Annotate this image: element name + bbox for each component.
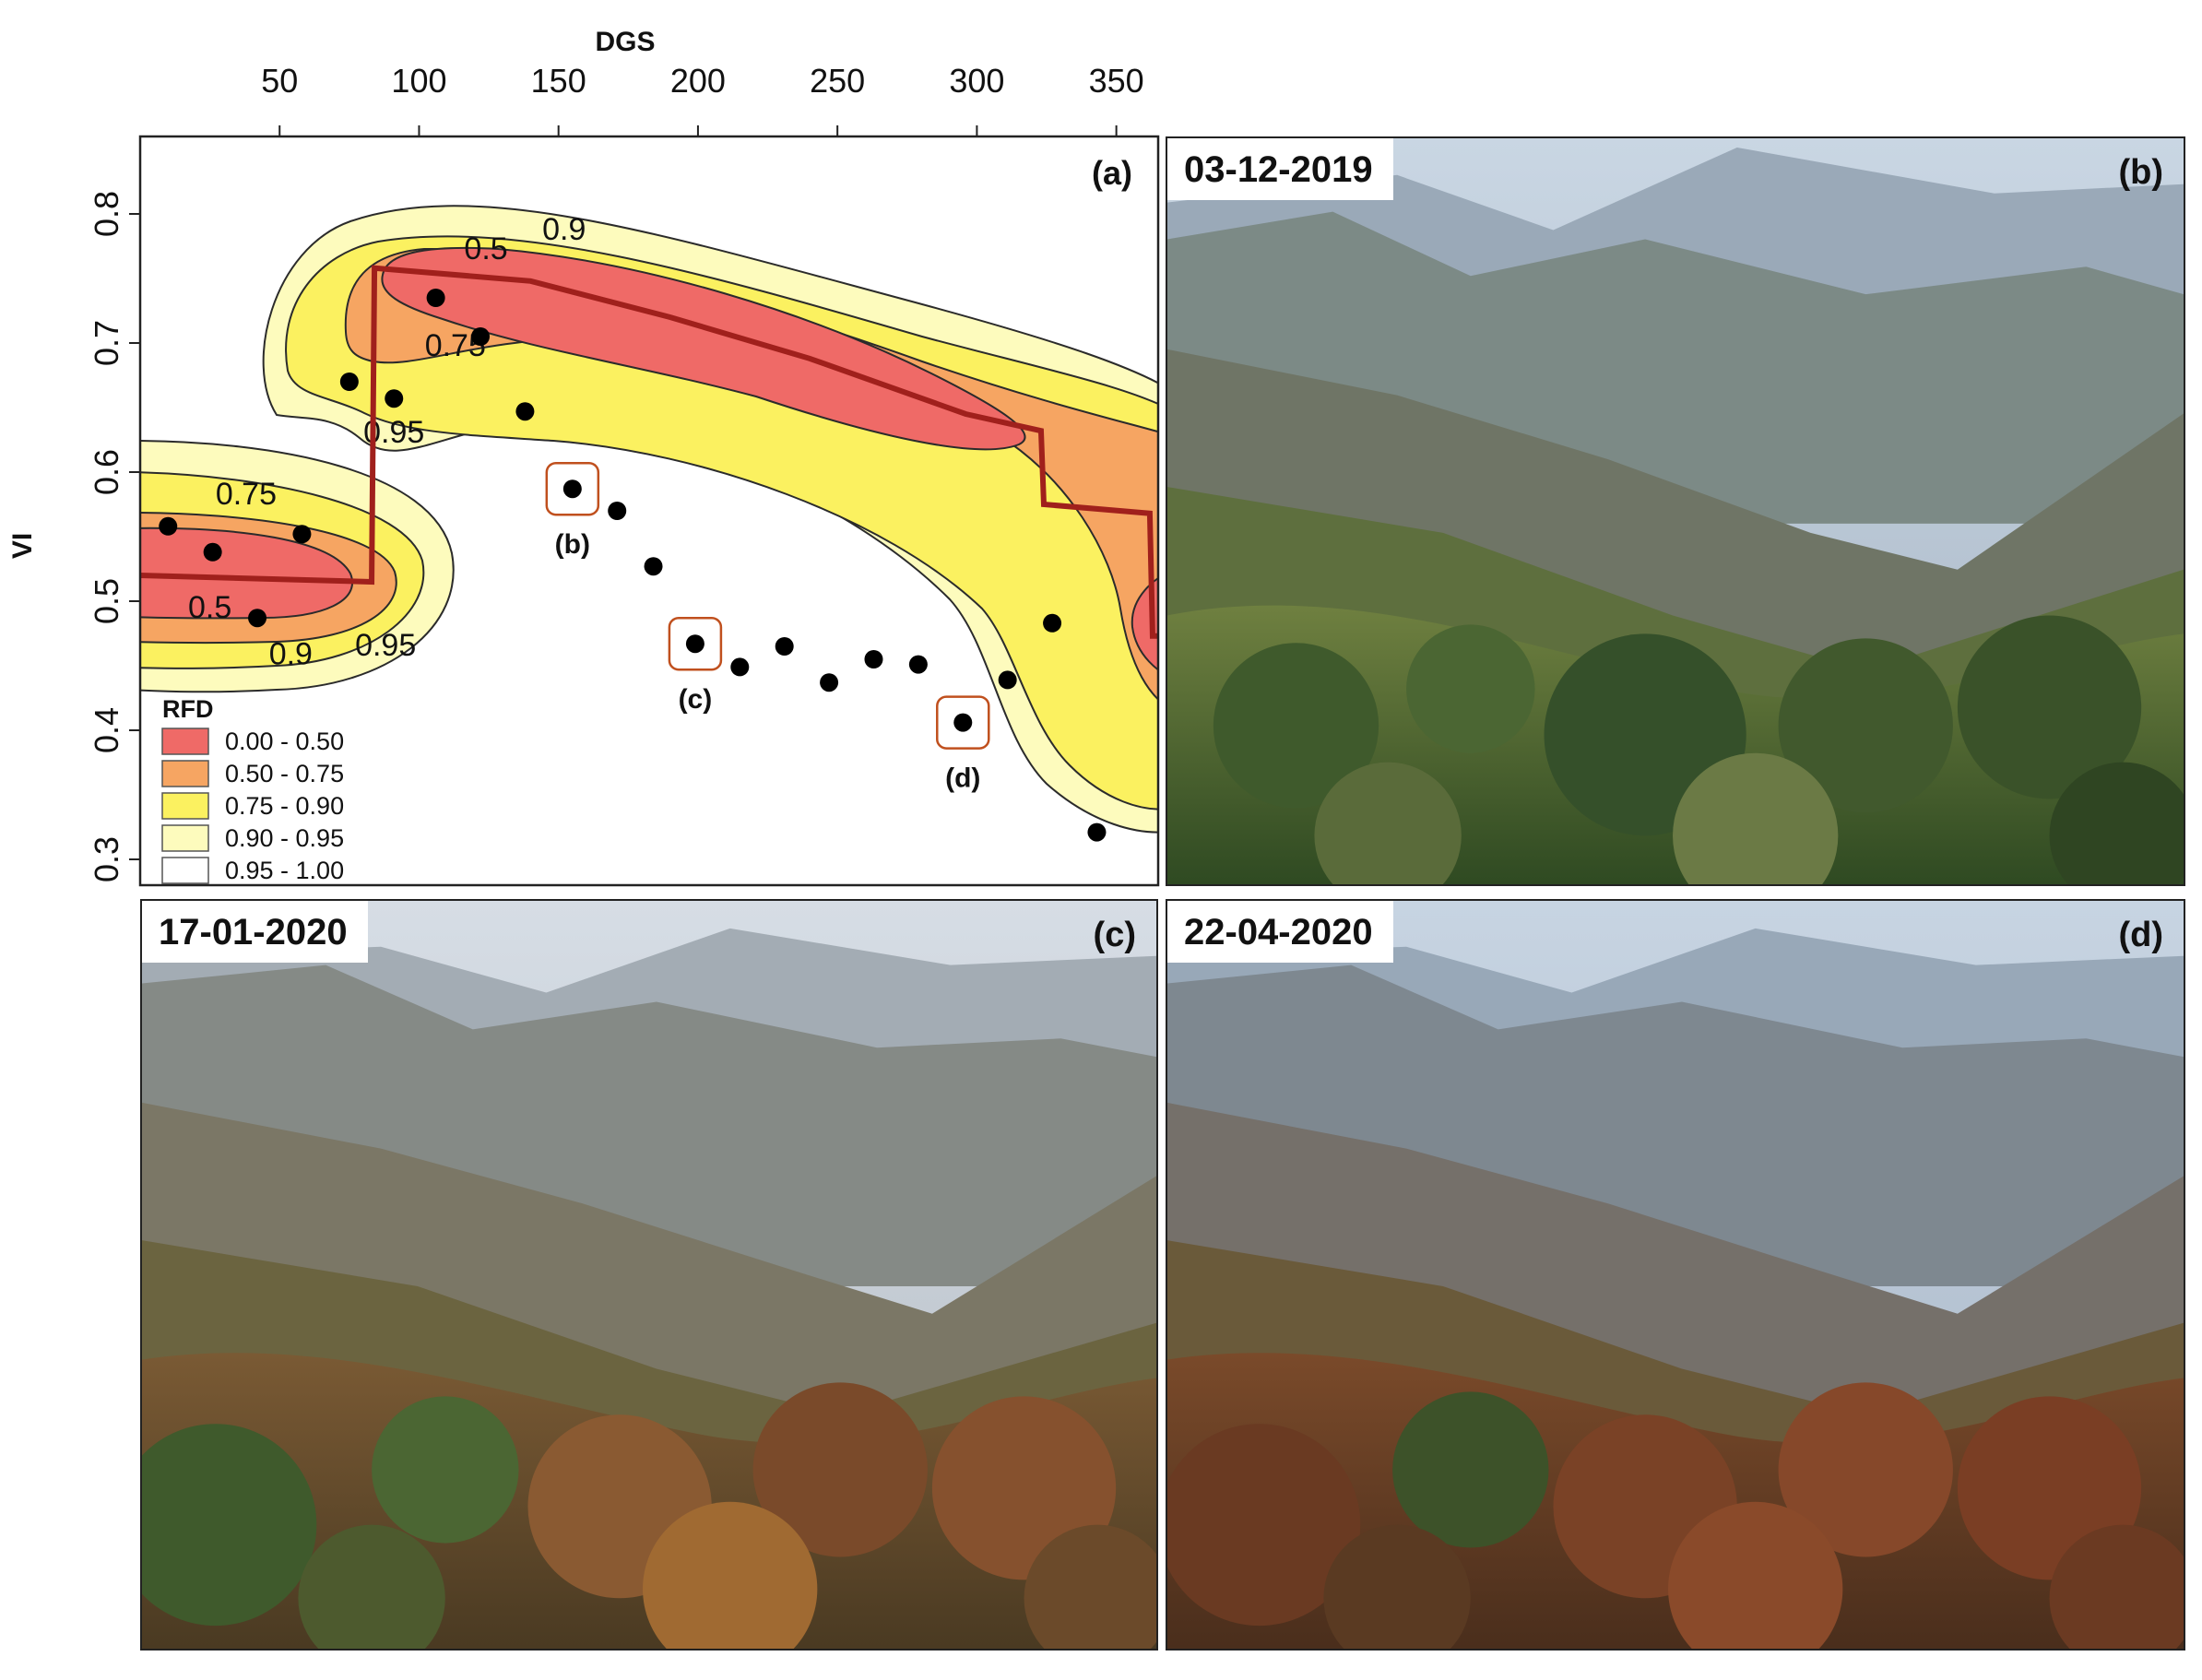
x-axis: 50 100 150 200 250 300 350 <box>261 62 1144 136</box>
landscape-photo-d <box>1167 901 2184 1649</box>
legend-swatch <box>161 728 209 755</box>
photo-panel-d: 22-04-2020 (d) <box>1166 899 2185 1650</box>
data-point <box>562 479 582 499</box>
contour-label: 0.75 <box>216 477 277 512</box>
photo-panel-b: 03-12-2019 (b) <box>1166 136 2185 886</box>
y-tick-label: 0.3 <box>88 836 125 882</box>
data-points <box>159 289 1107 842</box>
data-point <box>292 525 312 544</box>
panel-label-a: (a) <box>1092 154 1132 192</box>
x-tick-label: 300 <box>949 62 1004 100</box>
contour-band-000-050-upper <box>381 246 1026 451</box>
data-point <box>908 655 928 674</box>
data-point <box>248 609 267 628</box>
data-point <box>644 557 663 576</box>
data-point <box>998 670 1017 690</box>
data-point <box>339 373 359 391</box>
data-point <box>608 502 627 520</box>
photo-date-c: 17-01-2020 <box>142 901 368 963</box>
data-point <box>426 289 445 307</box>
data-point <box>820 673 839 692</box>
photo-tag-c: (c) <box>1093 916 1136 954</box>
x-axis-title: DGS <box>595 27 655 57</box>
median-line <box>140 265 1158 639</box>
legend-swatch <box>161 857 209 884</box>
data-point <box>471 327 491 346</box>
contour-label: 0.5 <box>188 590 231 625</box>
highlight-boxes <box>545 461 990 750</box>
y-tick-label: 0.5 <box>88 578 125 624</box>
x-tick-label: 50 <box>261 62 298 100</box>
legend-entry-label: 0.75 - 0.90 <box>225 792 344 820</box>
data-point <box>685 634 704 654</box>
y-axis-title: VI <box>7 533 38 559</box>
plot-border <box>138 135 1160 887</box>
data-point <box>1087 822 1107 842</box>
y-tick-label: 0.8 <box>88 191 125 237</box>
data-point <box>203 542 222 562</box>
legend-swatch <box>161 792 209 820</box>
x-tick-label: 250 <box>810 62 865 100</box>
y-tick-label: 0.4 <box>88 707 125 753</box>
data-point <box>775 637 794 656</box>
photo-tag-b: (b) <box>2118 153 2163 192</box>
legend-title: RFD <box>162 695 214 723</box>
contour-labels: 0.90.50.750.950.750.50.9 0.95 <box>188 212 586 672</box>
legend-swatch <box>161 760 209 787</box>
plot-area: 0.90.50.750.950.750.50.9 0.95 <box>140 136 1158 885</box>
highlight-labels: (b) (c) (d) <box>555 529 981 793</box>
photo-date-b: 03-12-2019 <box>1167 138 1393 200</box>
x-tick-label: 350 <box>1089 62 1144 100</box>
landscape-photo-c <box>142 901 1156 1649</box>
photo-panel-c: 17-01-2020 (c) <box>140 899 1158 1650</box>
photo-date-d: 22-04-2020 <box>1167 901 1393 963</box>
contour-label: 0.9 <box>542 212 586 247</box>
data-point <box>159 516 178 536</box>
data-point <box>953 713 973 732</box>
data-point <box>730 657 750 677</box>
highlight-box <box>936 695 990 750</box>
x-tick-label: 100 <box>391 62 446 100</box>
legend-entry-label: 0.90 - 0.95 <box>225 824 344 852</box>
y-axis: 0.3 0.4 0.5 0.6 0.7 0.8 <box>88 191 140 882</box>
data-point <box>385 389 404 408</box>
highlight-box <box>668 616 723 671</box>
legend-entry-label: 0.95 - 1.00 <box>225 857 344 884</box>
y-tick-label: 0.6 <box>88 449 125 495</box>
contour-label: 0.95 <box>355 628 416 663</box>
data-point <box>1043 613 1062 633</box>
highlight-box <box>545 461 600 516</box>
y-tick-label: 0.7 <box>88 320 125 366</box>
data-point <box>864 650 883 668</box>
legend-entry-label: 0.00 - 0.50 <box>225 728 344 755</box>
data-point <box>515 402 535 421</box>
photo-tag-d: (d) <box>2118 916 2163 954</box>
x-tick-label: 200 <box>670 62 726 100</box>
highlight-label: (c) <box>679 684 713 715</box>
legend-entry-label: 0.50 - 0.75 <box>225 760 344 787</box>
highlight-label: (b) <box>555 529 590 560</box>
contour-label: 0.5 <box>464 231 507 266</box>
highlight-label: (d) <box>945 763 980 794</box>
landscape-photo-b <box>1167 138 2184 884</box>
legend: RFD 0.00 - 0.50 0.50 - 0.75 0.75 - 0.90 0.9… <box>161 695 344 884</box>
contour-label: 0.9 <box>269 637 313 672</box>
x-tick-label: 150 <box>531 62 586 100</box>
contour-band-000-050-left <box>140 526 353 620</box>
legend-swatch <box>161 824 209 852</box>
